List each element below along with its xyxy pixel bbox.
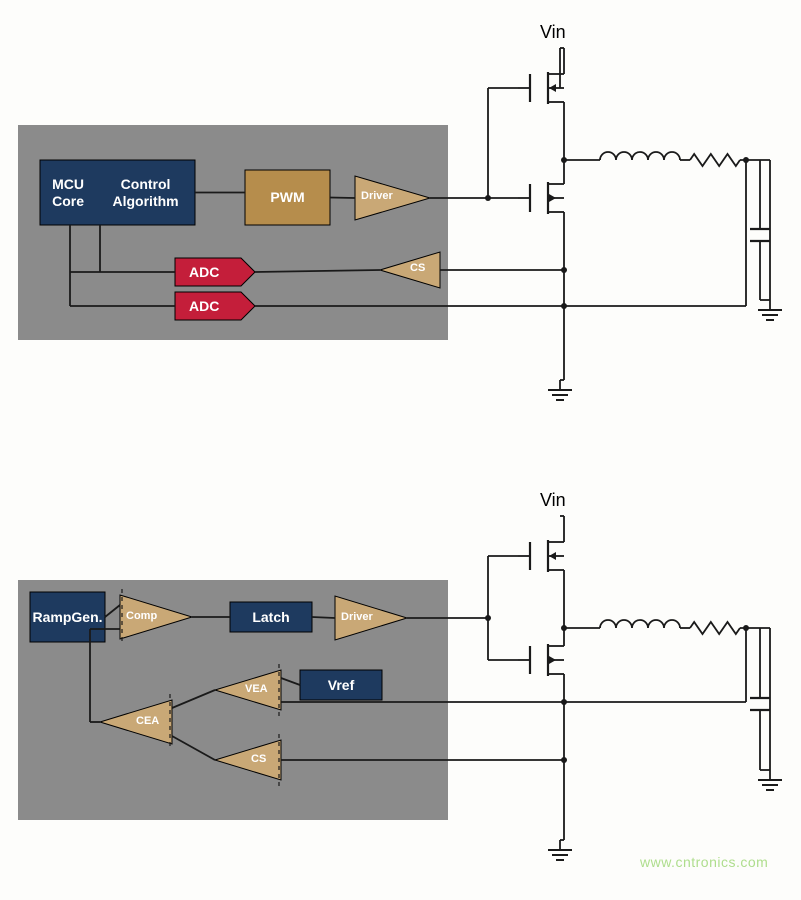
mcu-block: MCU CoreControl Algorithm <box>40 160 195 225</box>
latch-block: Latch <box>230 602 312 632</box>
svg-layer <box>0 0 801 900</box>
ramp-gen-block: RampGen. <box>30 592 105 642</box>
vref-block: Vref <box>300 670 382 700</box>
watermark-text: www.cntronics.com <box>640 854 768 870</box>
vin-label-bot: Vin <box>540 490 566 511</box>
diagram-canvas: VinMCU CoreControl AlgorithmPWMDriverADC… <box>0 0 801 900</box>
pwm-block: PWM <box>245 170 330 225</box>
vin-label-top: Vin <box>540 22 566 43</box>
